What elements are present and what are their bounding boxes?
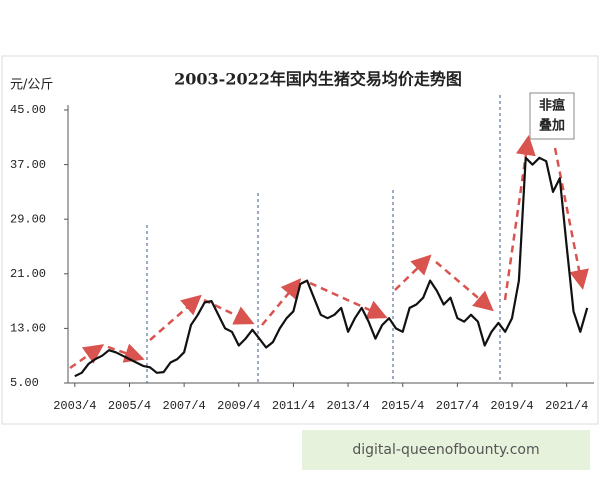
x-tick-label: 2013/4	[326, 399, 369, 413]
x-tick-label: 2003/4	[53, 399, 96, 413]
x-tick-label: 2021/4	[545, 399, 588, 413]
price-line	[74, 156, 589, 378]
x-tick-label: 2015/4	[381, 399, 424, 413]
y-tick-label: 5.00	[10, 376, 39, 390]
y-tick-label: 29.00	[10, 212, 46, 226]
y-tick-label: 21.00	[10, 267, 46, 281]
x-tick-label: 2019/4	[490, 399, 533, 413]
annotation-box	[529, 92, 575, 140]
watermark-box	[302, 430, 590, 470]
watermark: digital-queenofbounty.com	[352, 442, 539, 458]
y-axis-label: 元/公斤	[10, 78, 53, 93]
frame	[1, 55, 599, 425]
chart-title: 2003-2022年国内生猪交易均价走势图	[174, 70, 462, 89]
x-tick-label: 2011/4	[272, 399, 315, 413]
annotation: 叠加	[539, 119, 565, 134]
y-tick-label: 13.00	[10, 322, 46, 336]
event-lines	[146, 95, 501, 383]
y-tick-label: 37.00	[10, 158, 46, 172]
annotation: 非瘟	[539, 98, 565, 114]
x-tick-label: 2009/4	[217, 399, 260, 413]
x-tick-label: 2017/4	[436, 399, 479, 413]
x-tick-label: 2007/4	[163, 399, 206, 413]
y-tick-label: 45.00	[10, 103, 46, 117]
x-tick-label: 2005/4	[108, 399, 151, 413]
